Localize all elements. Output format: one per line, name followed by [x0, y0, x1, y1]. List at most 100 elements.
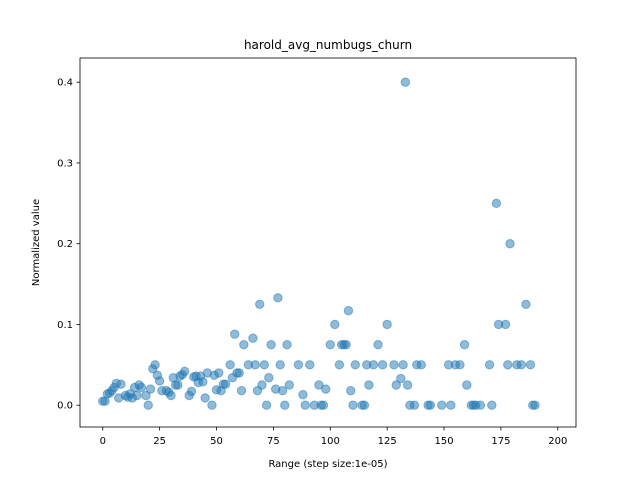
data-point [230, 329, 240, 339]
data-point [373, 339, 383, 350]
data-point [225, 360, 235, 370]
data-point [259, 360, 269, 370]
data-point [264, 373, 274, 383]
data-point [141, 390, 151, 401]
data-point [491, 198, 502, 209]
data-point [318, 400, 329, 410]
x-tick-label: 200 [548, 436, 567, 447]
data-point [409, 400, 420, 410]
data-point [250, 360, 260, 370]
y-tick-label: 0.4 [57, 78, 73, 89]
data-point [462, 380, 472, 390]
data-point [300, 400, 310, 410]
x-axis-label: Range (step size:1e-05) [268, 459, 387, 470]
data-point [255, 299, 265, 309]
data-point [214, 368, 224, 378]
data-point [275, 360, 285, 370]
x-tick-label: 50 [210, 436, 223, 447]
data-point [154, 376, 165, 386]
y-axis: 0.0 0.1 0.2 0.3 0.4 [57, 78, 80, 412]
data-point [437, 400, 447, 410]
data-point [389, 360, 399, 370]
data-point [400, 77, 411, 87]
chart-title: harold_avg_numbugs_churn [244, 38, 412, 52]
data-point [348, 400, 358, 410]
data-point [293, 360, 304, 370]
data-point [143, 400, 153, 410]
data-point [186, 386, 197, 397]
y-tick-label: 0.0 [57, 401, 73, 412]
data-point [284, 380, 295, 390]
data-point [305, 360, 315, 370]
data-point [220, 379, 231, 389]
data-point [179, 366, 190, 376]
y-axis-label: Normalized value [31, 199, 42, 286]
data-point [359, 400, 370, 410]
data-point [298, 390, 308, 400]
data-point [132, 390, 142, 401]
data-point [346, 385, 356, 396]
data-point [248, 333, 258, 343]
data-point [166, 390, 176, 401]
data-point [505, 239, 515, 249]
data-point [402, 380, 413, 390]
data-point [530, 400, 540, 410]
data-point [459, 339, 470, 350]
data-point [484, 360, 495, 370]
data-point [282, 339, 292, 350]
data-point [314, 380, 324, 390]
data-point [200, 393, 210, 403]
x-tick-label: 150 [434, 436, 453, 447]
data-point [350, 360, 360, 370]
points-layer [98, 77, 540, 410]
data-point [277, 385, 288, 396]
data-point [487, 400, 497, 410]
data-point [382, 319, 392, 330]
data-point [516, 360, 527, 370]
data-point [391, 380, 401, 390]
data-point [396, 373, 406, 384]
data-point [150, 360, 160, 370]
data-point [343, 306, 354, 316]
data-point [321, 384, 331, 394]
data-point [145, 384, 156, 394]
plot-frame [79, 57, 577, 428]
data-point [475, 400, 486, 410]
data-point [500, 319, 511, 330]
data-point [198, 377, 208, 387]
data-point [377, 360, 388, 370]
data-point [239, 339, 249, 350]
y-tick-label: 0.1 [57, 320, 73, 331]
data-point [261, 400, 272, 410]
data-point [334, 360, 345, 370]
y-tick-label: 0.3 [57, 158, 73, 169]
data-point [425, 400, 436, 410]
data-point [116, 379, 126, 389]
data-point [280, 400, 290, 410]
data-point [364, 380, 374, 390]
x-tick-label: 25 [153, 436, 166, 447]
data-point [173, 380, 183, 390]
y-tick-label: 0.2 [57, 239, 73, 250]
data-point [266, 339, 276, 350]
x-tick-label: 125 [378, 436, 397, 447]
x-tick-label: 75 [267, 436, 280, 447]
data-point [257, 380, 267, 390]
x-tick-label: 175 [491, 436, 510, 447]
data-point [398, 360, 408, 370]
data-point [503, 360, 513, 370]
x-tick-label: 100 [321, 436, 340, 447]
data-point [368, 360, 379, 370]
data-point [446, 400, 456, 410]
data-point [521, 299, 531, 309]
data-point [325, 339, 335, 350]
data-point [207, 400, 217, 410]
data-point [136, 382, 147, 393]
x-tick-label: 0 [100, 436, 106, 447]
data-point [416, 360, 426, 370]
data-point [455, 360, 465, 370]
data-point [236, 385, 247, 396]
data-point [341, 339, 351, 350]
x-axis: 0 25 50 75 100 125 150 175 200 [100, 427, 567, 447]
